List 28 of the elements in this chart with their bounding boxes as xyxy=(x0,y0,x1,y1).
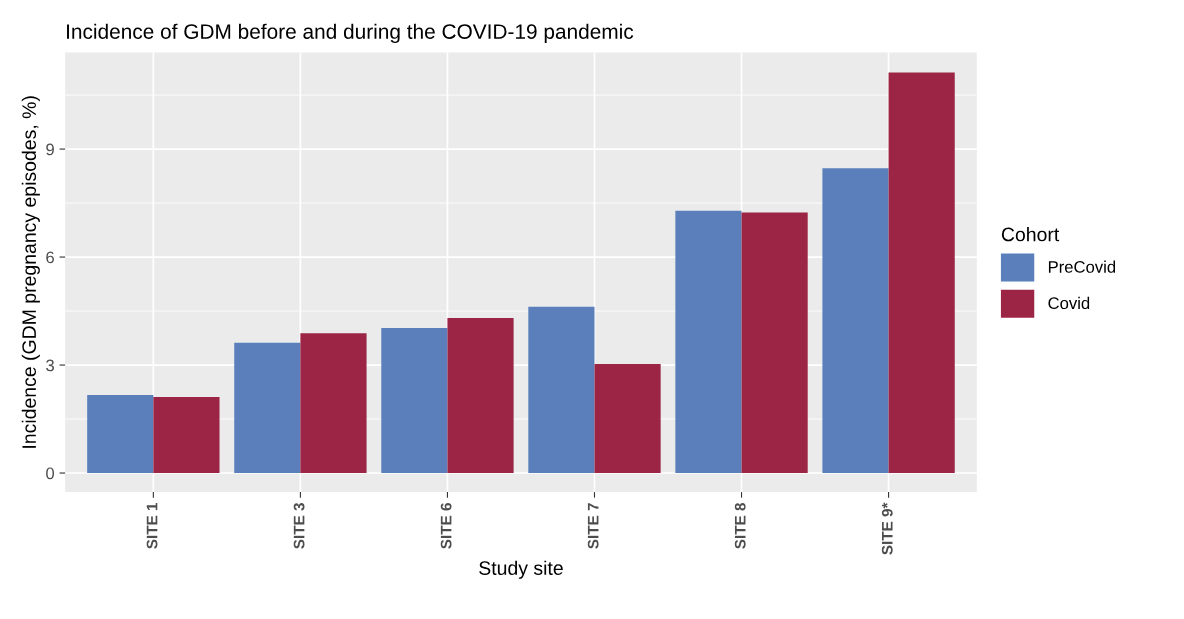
bar xyxy=(381,327,448,474)
bar xyxy=(822,168,889,474)
bar xyxy=(234,342,301,474)
y-tick-label: 9 xyxy=(46,143,54,156)
bar xyxy=(153,397,220,474)
x-tick-label: SITE 1 xyxy=(146,502,158,549)
bar xyxy=(528,306,595,474)
bar xyxy=(300,333,367,474)
y-tick-label: 0 xyxy=(46,467,55,480)
bar xyxy=(888,72,955,474)
bar xyxy=(675,210,742,474)
legend-label: Covid xyxy=(1048,296,1090,310)
x-tick-label: SITE 3 xyxy=(293,503,305,549)
x-tick-label: SITE 8 xyxy=(734,502,746,549)
y-axis-title: Incidence (GDM pregnancy episodes, %) xyxy=(21,96,40,448)
x-tick-label: SITE 6 xyxy=(440,503,452,549)
bar xyxy=(594,363,661,474)
x-axis-title: Study site xyxy=(479,560,563,579)
y-tick-label: 6 xyxy=(46,251,54,264)
chart-title: Incidence of GDM before and during the COVID-19 pandemic xyxy=(67,23,634,44)
x-tick-label: SITE 9* xyxy=(881,502,893,555)
bar xyxy=(87,394,154,474)
bar xyxy=(741,212,808,474)
legend-label: PreCovid xyxy=(1048,260,1116,273)
legend-title: Cohort xyxy=(1001,227,1060,242)
y-tick-label: 3 xyxy=(46,359,54,372)
x-tick-label: SITE 7 xyxy=(587,503,599,549)
bar xyxy=(447,317,514,474)
